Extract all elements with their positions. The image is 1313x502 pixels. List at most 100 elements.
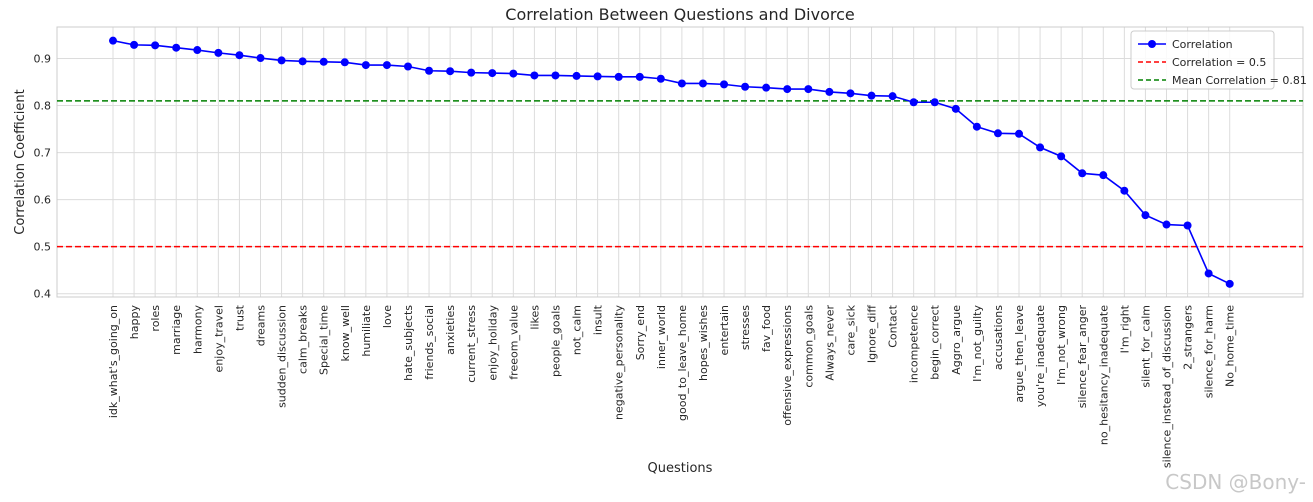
- data-point: [319, 57, 328, 66]
- y-tick-label: 0.4: [34, 288, 52, 301]
- reference-lines: [57, 100, 1303, 248]
- data-point: [1183, 221, 1192, 230]
- data-point: [888, 92, 897, 101]
- data-point: [130, 40, 139, 49]
- x-tick-label: idk_what's_going_on: [107, 305, 120, 418]
- data-point: [446, 67, 455, 76]
- x-tick-label: Always_never: [823, 305, 836, 381]
- data-point: [509, 69, 518, 78]
- x-tick-label: good_to_leave_home: [676, 305, 689, 421]
- data-point: [1099, 171, 1108, 180]
- data-point: [235, 51, 244, 60]
- x-tick-label: silence_instead_of_discussion: [1161, 305, 1174, 468]
- legend-label: Correlation = 0.5: [1172, 56, 1266, 69]
- x-tick-label: roles: [149, 305, 162, 332]
- data-point: [1141, 211, 1150, 220]
- data-point: [909, 98, 918, 107]
- x-tick-label: hate_subjects: [402, 305, 415, 381]
- y-tick-label: 0.9: [34, 53, 52, 66]
- grid-layer: [57, 27, 1303, 297]
- y-tick-label: 0.8: [34, 100, 52, 113]
- data-point: [593, 72, 602, 81]
- legend-marker: [1148, 40, 1156, 48]
- data-point: [1036, 143, 1045, 152]
- x-tick-label: silence_for_harm: [1203, 305, 1216, 398]
- x-tick-label: begin_correct: [929, 304, 942, 379]
- data-point: [993, 129, 1002, 138]
- data-point: [1225, 279, 1234, 288]
- data-point: [256, 54, 265, 63]
- data-point: [804, 85, 813, 94]
- data-point: [530, 71, 539, 80]
- data-point: [1057, 152, 1066, 161]
- data-point: [1120, 186, 1129, 195]
- data-point: [298, 57, 307, 66]
- chart-title: Correlation Between Questions and Divorc…: [505, 5, 854, 24]
- x-tick-label: marriage: [170, 305, 183, 355]
- x-tick-label: negative_personality: [613, 305, 626, 420]
- data-point: [572, 71, 581, 80]
- x-tick-label: I'm_right: [1118, 304, 1131, 353]
- data-point: [741, 82, 750, 91]
- x-tick-label: accusations: [992, 305, 1005, 370]
- data-point: [698, 79, 707, 88]
- x-tick-label: friends_social: [423, 305, 436, 380]
- data-point: [656, 74, 665, 83]
- plot-frame: [56, 26, 1304, 298]
- x-tick-label: 2_strangers: [1182, 305, 1195, 370]
- y-tick-labels: 0.4 0.5 0.6 0.7 0.8 0.9: [34, 53, 52, 301]
- data-point: [762, 83, 771, 92]
- data-point: [551, 71, 560, 80]
- x-tick-label: trust: [233, 304, 246, 331]
- data-point: [783, 85, 792, 94]
- x-tick-label: Special_time: [318, 305, 331, 375]
- y-tick-label: 0.7: [34, 147, 52, 160]
- x-tick-label: common_goals: [802, 305, 815, 388]
- data-point: [151, 41, 160, 50]
- x-tick-label: fav_food: [760, 305, 773, 352]
- legend: Correlation Correlation = 0.5 Mean Correla…: [1130, 30, 1307, 90]
- x-tick-label: Aggro_argue: [950, 305, 963, 375]
- x-tick-label: I'm_not_guilty: [971, 305, 984, 382]
- x-tick-label: argue_then_leave: [1013, 305, 1026, 403]
- data-point: [193, 46, 202, 55]
- x-tick-label: enjoy_travel: [212, 305, 225, 372]
- data-point: [109, 36, 117, 45]
- y-axis-title: Correlation Coefficient: [13, 89, 28, 235]
- x-tick-label: silent_for_calm: [1139, 305, 1152, 388]
- x-tick-label: know_well: [339, 305, 352, 361]
- x-tick-label: anxieties: [444, 305, 457, 355]
- x-tick-label: care_sick: [844, 304, 857, 355]
- data-point: [951, 104, 960, 113]
- x-tick-label: incompetence: [908, 305, 921, 383]
- x-tick-label: dreams: [254, 305, 267, 346]
- x-tick-label: love: [381, 305, 394, 328]
- data-point: [382, 61, 391, 70]
- data-point: [340, 58, 349, 67]
- x-tick-label: entertain: [718, 305, 731, 355]
- legend-box: [1130, 30, 1275, 90]
- x-tick-label: calm_breaks: [297, 305, 310, 374]
- data-point: [172, 43, 181, 52]
- x-tick-label: hopes_wishes: [697, 305, 710, 381]
- x-axis-title: Questions: [648, 461, 713, 476]
- x-tick-label: Sorry_end: [634, 305, 647, 360]
- data-point: [635, 72, 644, 81]
- x-tick-label: likes: [528, 305, 541, 330]
- x-tick-labels: idk_what's_going_on happy roles marriage har…: [107, 304, 1237, 468]
- series-layer: [109, 36, 1234, 288]
- x-tick-label: not_calm: [571, 305, 584, 355]
- data-point: [930, 98, 939, 107]
- watermark: CSDN @Bony-: [1165, 470, 1306, 494]
- data-point: [720, 80, 729, 89]
- data-point: [846, 89, 855, 98]
- x-tick-label: Ignore_diff: [866, 305, 879, 364]
- data-point: [425, 66, 434, 75]
- data-point: [1078, 169, 1087, 178]
- data-point: [1015, 129, 1024, 138]
- data-point: [488, 69, 497, 78]
- x-tick-label: enjoy_holiday: [486, 305, 499, 381]
- data-point: [972, 122, 981, 131]
- x-tick-label: no_hesitancy_inadequate: [1097, 305, 1110, 445]
